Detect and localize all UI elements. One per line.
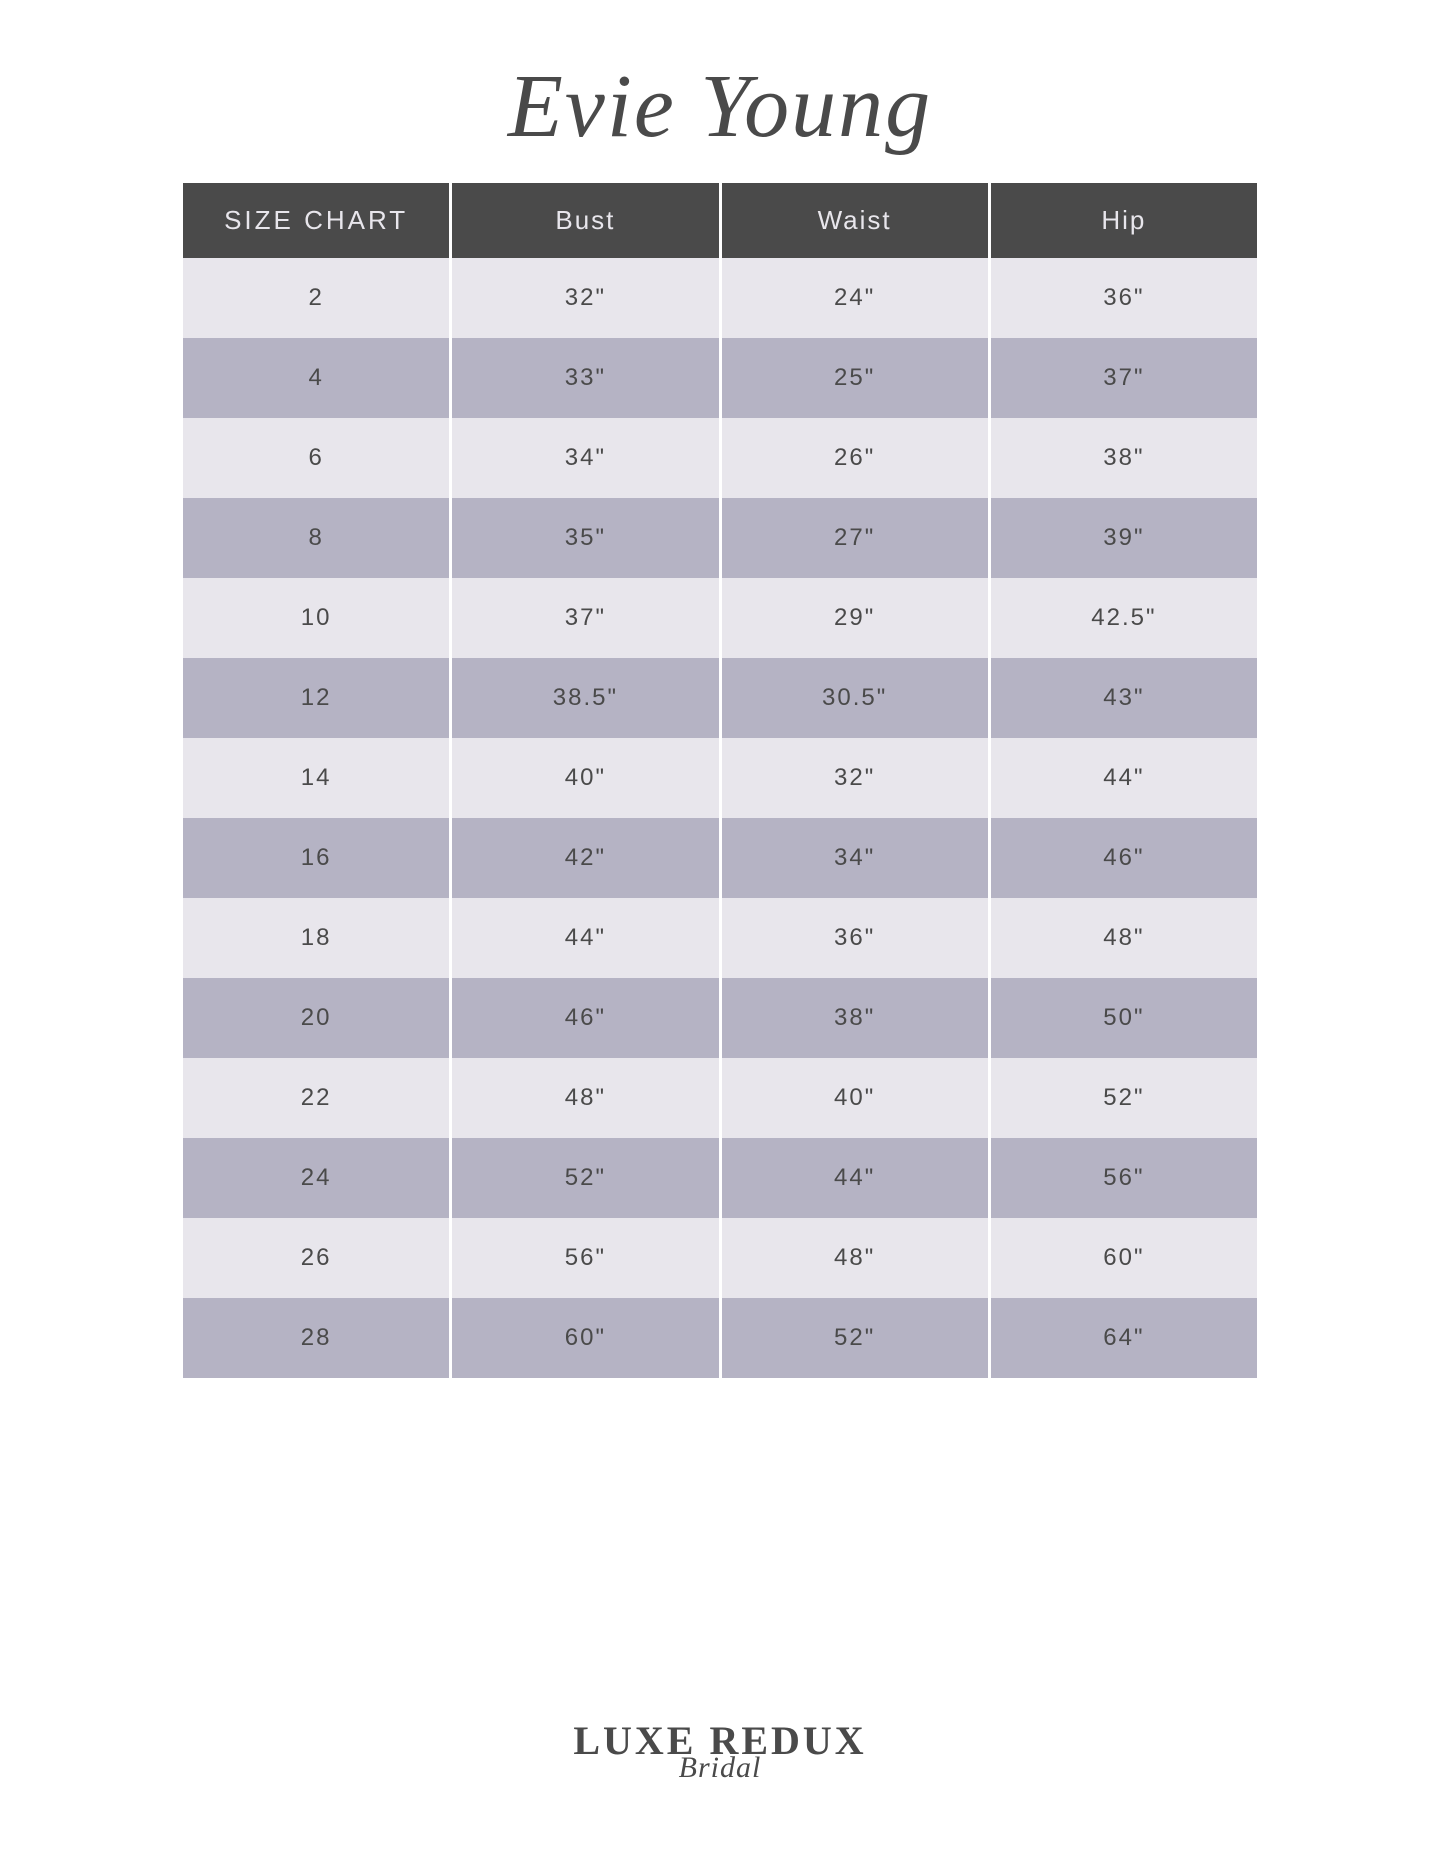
cell-bust: 40": [452, 738, 718, 818]
table-body: 232"24"36" 433"25"37" 634"26"38" 835"27"…: [183, 258, 1257, 1378]
cell-size: 18: [183, 898, 449, 978]
col-bust: Bust: [452, 183, 718, 258]
cell-bust: 52": [452, 1138, 718, 1218]
table-row: 232"24"36": [183, 258, 1257, 338]
cell-waist: 27": [722, 498, 988, 578]
cell-bust: 56": [452, 1218, 718, 1298]
brand-title: Evie Young: [0, 55, 1440, 158]
cell-size: 20: [183, 978, 449, 1058]
size-chart-table: SIZE CHART Bust Waist Hip 232"24"36" 433…: [180, 183, 1260, 1378]
cell-size: 2: [183, 258, 449, 338]
cell-hip: 64": [991, 1298, 1257, 1378]
cell-hip: 42.5": [991, 578, 1257, 658]
table-row: 1238.5"30.5"43": [183, 658, 1257, 738]
cell-bust: 42": [452, 818, 718, 898]
cell-waist: 26": [722, 418, 988, 498]
table-row: 1844"36"48": [183, 898, 1257, 978]
cell-size: 28: [183, 1298, 449, 1378]
cell-hip: 46": [991, 818, 1257, 898]
cell-waist: 36": [722, 898, 988, 978]
table-row: 835"27"39": [183, 498, 1257, 578]
cell-waist: 38": [722, 978, 988, 1058]
cell-bust: 32": [452, 258, 718, 338]
cell-hip: 52": [991, 1058, 1257, 1138]
cell-waist: 24": [722, 258, 988, 338]
table-row: 2046"38"50": [183, 978, 1257, 1058]
footer-logo: LUXE REDUX Bridal: [573, 1721, 866, 1785]
cell-bust: 35": [452, 498, 718, 578]
cell-hip: 37": [991, 338, 1257, 418]
cell-hip: 43": [991, 658, 1257, 738]
table-row: 2656"48"60": [183, 1218, 1257, 1298]
table-row: 2860"52"64": [183, 1298, 1257, 1378]
cell-waist: 52": [722, 1298, 988, 1378]
table-row: 2248"40"52": [183, 1058, 1257, 1138]
cell-size: 24: [183, 1138, 449, 1218]
cell-waist: 44": [722, 1138, 988, 1218]
cell-size: 26: [183, 1218, 449, 1298]
cell-hip: 44": [991, 738, 1257, 818]
cell-size: 22: [183, 1058, 449, 1138]
table-row: 2452"44"56": [183, 1138, 1257, 1218]
cell-waist: 32": [722, 738, 988, 818]
table-row: 1440"32"44": [183, 738, 1257, 818]
cell-bust: 46": [452, 978, 718, 1058]
cell-hip: 36": [991, 258, 1257, 338]
cell-size: 8: [183, 498, 449, 578]
table-row: 433"25"37": [183, 338, 1257, 418]
table-row: 634"26"38": [183, 418, 1257, 498]
col-size: SIZE CHART: [183, 183, 449, 258]
cell-bust: 60": [452, 1298, 718, 1378]
cell-size: 12: [183, 658, 449, 738]
cell-hip: 50": [991, 978, 1257, 1058]
cell-bust: 37": [452, 578, 718, 658]
cell-hip: 48": [991, 898, 1257, 978]
cell-size: 14: [183, 738, 449, 818]
cell-hip: 39": [991, 498, 1257, 578]
cell-waist: 29": [722, 578, 988, 658]
cell-bust: 44": [452, 898, 718, 978]
cell-bust: 48": [452, 1058, 718, 1138]
cell-waist: 40": [722, 1058, 988, 1138]
cell-hip: 56": [991, 1138, 1257, 1218]
cell-bust: 33": [452, 338, 718, 418]
cell-waist: 34": [722, 818, 988, 898]
cell-waist: 48": [722, 1218, 988, 1298]
table-row: 1642"34"46": [183, 818, 1257, 898]
table-header-row: SIZE CHART Bust Waist Hip: [183, 183, 1257, 258]
table-row: 1037"29"42.5": [183, 578, 1257, 658]
cell-size: 4: [183, 338, 449, 418]
cell-hip: 60": [991, 1218, 1257, 1298]
cell-size: 16: [183, 818, 449, 898]
col-waist: Waist: [722, 183, 988, 258]
cell-hip: 38": [991, 418, 1257, 498]
cell-size: 10: [183, 578, 449, 658]
cell-waist: 30.5": [722, 658, 988, 738]
cell-waist: 25": [722, 338, 988, 418]
cell-bust: 34": [452, 418, 718, 498]
cell-bust: 38.5": [452, 658, 718, 738]
col-hip: Hip: [991, 183, 1257, 258]
cell-size: 6: [183, 418, 449, 498]
